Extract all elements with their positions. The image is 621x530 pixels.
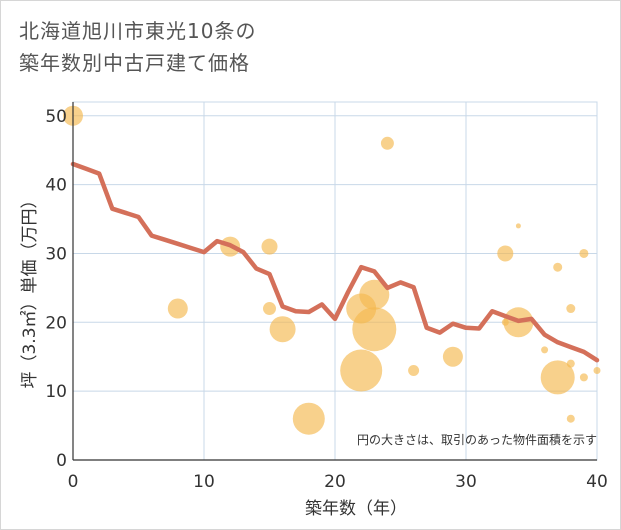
x-tick-label: 40 — [586, 472, 608, 492]
y-tick-label: 50 — [45, 107, 67, 127]
data-point — [292, 402, 325, 435]
x-tick-label: 30 — [455, 472, 477, 492]
data-point — [566, 414, 575, 423]
x-tick-label: 20 — [324, 472, 346, 492]
chart-title-line1: 北海道旭川市東光10条の — [19, 19, 257, 43]
data-point — [579, 248, 589, 258]
y-tick-label: 10 — [45, 382, 67, 402]
grid — [72, 101, 598, 461]
chart-title-line2: 築年数別中古戸建て価格 — [19, 51, 250, 75]
data-point — [553, 262, 563, 272]
data-point — [269, 316, 296, 343]
data-point — [497, 245, 514, 262]
bubbles — [63, 105, 601, 435]
y-tick-label: 20 — [45, 313, 67, 333]
data-point — [515, 223, 521, 229]
bubble-size-note: 円の大きさは、取引のあった物件面積を示す — [357, 432, 597, 447]
chart-title: 北海道旭川市東光10条の 築年数別中古戸建て価格 — [19, 15, 256, 79]
data-point — [359, 279, 390, 310]
data-point — [352, 307, 397, 352]
data-point — [593, 367, 601, 374]
data-point — [340, 349, 383, 392]
data-point — [579, 373, 588, 382]
trend-line-group — [70, 161, 600, 363]
data-point — [261, 238, 278, 255]
data-point — [167, 298, 188, 319]
y-axis-label: 坪（3.3㎡）単価（万円） — [20, 191, 40, 388]
y-tick-label: 40 — [45, 176, 67, 196]
data-point — [380, 136, 394, 150]
tick-labels: 0 10 20 30 40 0 10 20 30 40 50 — [45, 107, 607, 492]
data-point — [408, 365, 420, 376]
data-point — [566, 359, 575, 368]
x-tick-label: 0 — [68, 472, 79, 492]
x-tick-label: 10 — [193, 472, 215, 492]
data-point — [541, 346, 549, 354]
data-point — [566, 304, 576, 314]
data-point — [540, 360, 575, 395]
trend-line — [70, 161, 600, 363]
x-axis-label: 築年数（年） — [305, 499, 407, 519]
axes — [72, 102, 597, 461]
y-tick-label: 0 — [56, 451, 67, 471]
data-point — [263, 302, 276, 316]
y-tick-label: 30 — [45, 244, 67, 264]
data-point — [442, 346, 463, 367]
